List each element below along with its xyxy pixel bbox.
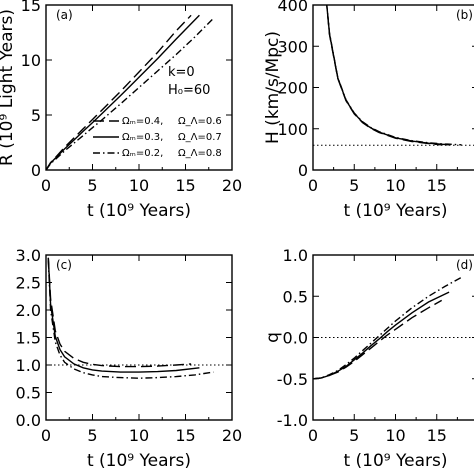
panel-b-y-axis-label: H (km/s/Mpc)	[263, 31, 283, 144]
panel-b-y-tick-label: 200	[277, 79, 308, 98]
panel-b-y-tick-label: 0	[298, 161, 308, 180]
panel-b-series-dash-dot	[326, 5, 462, 146]
panel-a-x-axis-label: t (10⁹ Years)	[87, 201, 191, 221]
panel-b-x-tick-label: 10	[385, 176, 405, 195]
panel-c-x-tick-label: 10	[129, 426, 149, 445]
panel-c-series-long-dash	[47, 257, 192, 368]
panel-a-y-tick-label: 5	[31, 106, 41, 125]
panel-d-x-tick-label: 10	[385, 426, 405, 445]
panel-a-x-tick-label: 5	[87, 176, 97, 195]
panel-a-y-tick-label: 0	[31, 161, 41, 180]
panel-b-y-tick-label: 300	[277, 37, 308, 56]
panel-d-panel-label: (d)	[456, 258, 473, 272]
panel-a-x-tick-label: 15	[175, 176, 195, 195]
panel-c-x-tick-label: 0	[41, 426, 51, 445]
panel-b-x-tick-label: 5	[349, 176, 359, 195]
panel-d-y-tick-label: -0.5	[277, 370, 308, 389]
panel-b-x-tick-label: 0	[308, 176, 318, 195]
legend-omega-lambda-label: Ω_Λ=0.8	[178, 148, 222, 159]
panel-b-x-axis-label: t (10⁹ Years)	[343, 201, 447, 221]
panel-d-x-tick-label: 5	[349, 426, 359, 445]
legend-omega-m-label: Ωₘ=0.4,	[122, 116, 163, 127]
panel-c-x-tick-label: 15	[175, 426, 195, 445]
panel-b-x-tick-label: 15	[427, 176, 447, 195]
panel-d-x-tick-label: 2	[473, 426, 474, 445]
panel-d-series-dash-dot	[313, 276, 462, 380]
panel-b-series-solid	[326, 5, 450, 146]
panel-d-series-solid	[313, 291, 450, 380]
panel-d-x-tick-label: 0	[308, 426, 318, 445]
panel-b-x-tick-label: 2	[473, 176, 474, 195]
panel-c-y-tick-label: 1.0	[16, 356, 41, 375]
panel-a-y-tick-label: 15	[21, 0, 41, 15]
panel-d-x-tick-label: 15	[427, 426, 447, 445]
panel-c-x-axis-label: t (10⁹ Years)	[87, 451, 191, 471]
panel-c-axes-frame	[45, 254, 233, 421]
panel-c-panel-label: (c)	[56, 258, 72, 272]
legend-omega-m-label: Ωₘ=0.2,	[122, 148, 163, 159]
panel-c-x-tick-label: 20	[222, 426, 242, 445]
panel-a-series-solid	[46, 14, 200, 170]
panel-c-y-tick-label: 2.0	[16, 301, 41, 320]
panel-d-y-tick-label: 1.0	[283, 246, 308, 265]
panel-a-x-tick-label: 20	[222, 176, 242, 195]
panel-c-y-tick-label: 0.5	[16, 384, 41, 403]
panel-c-y-tick-label: 3.0	[16, 246, 41, 265]
panel-a-panel-label: (a)	[56, 8, 73, 22]
panel-a-y-axis-label: R (10⁹ Light Years)	[0, 9, 17, 166]
panel-b-y-tick-label: 100	[277, 120, 308, 139]
panel-d-y-tick-label: -1.0	[277, 411, 308, 430]
legend-omega-lambda-label: Ω_Λ=0.7	[178, 132, 222, 143]
panel-b-y-tick-label: 400	[277, 0, 308, 15]
panel-a-x-tick-label: 0	[41, 176, 51, 195]
panel-c-y-tick-label: 1.5	[16, 329, 41, 348]
panel-a-annotation: H₀=60	[168, 83, 210, 98]
panel-c-series-solid	[47, 257, 200, 373]
panel-a-series-dash-dot	[46, 17, 214, 170]
panel-b-series-long-dash	[326, 5, 442, 146]
legend-omega-lambda-label: Ω_Λ=0.6	[178, 116, 222, 127]
panel-c-x-tick-label: 5	[87, 426, 97, 445]
panel-c-y-tick-label: 0.0	[16, 411, 41, 430]
panel-d-x-axis-label: t (10⁹ Years)	[343, 451, 447, 471]
panel-c-y-tick-label: 2.5	[16, 274, 41, 293]
legend-omega-m-label: Ωₘ=0.3,	[122, 132, 163, 143]
panel-a-series-long-dash	[46, 14, 192, 170]
panel-d-y-tick-label: 0.5	[283, 287, 308, 306]
panel-b-panel-label: (b)	[456, 8, 473, 22]
panel-d-y-axis-label: q	[263, 332, 283, 343]
panel-d-y-tick-label: 0.0	[283, 329, 308, 348]
panel-a-annotation: k=0	[168, 65, 195, 80]
panel-a-x-tick-label: 10	[129, 176, 149, 195]
panel-a-y-tick-label: 10	[21, 51, 41, 70]
panel-c-series-dash-dot	[47, 260, 214, 379]
